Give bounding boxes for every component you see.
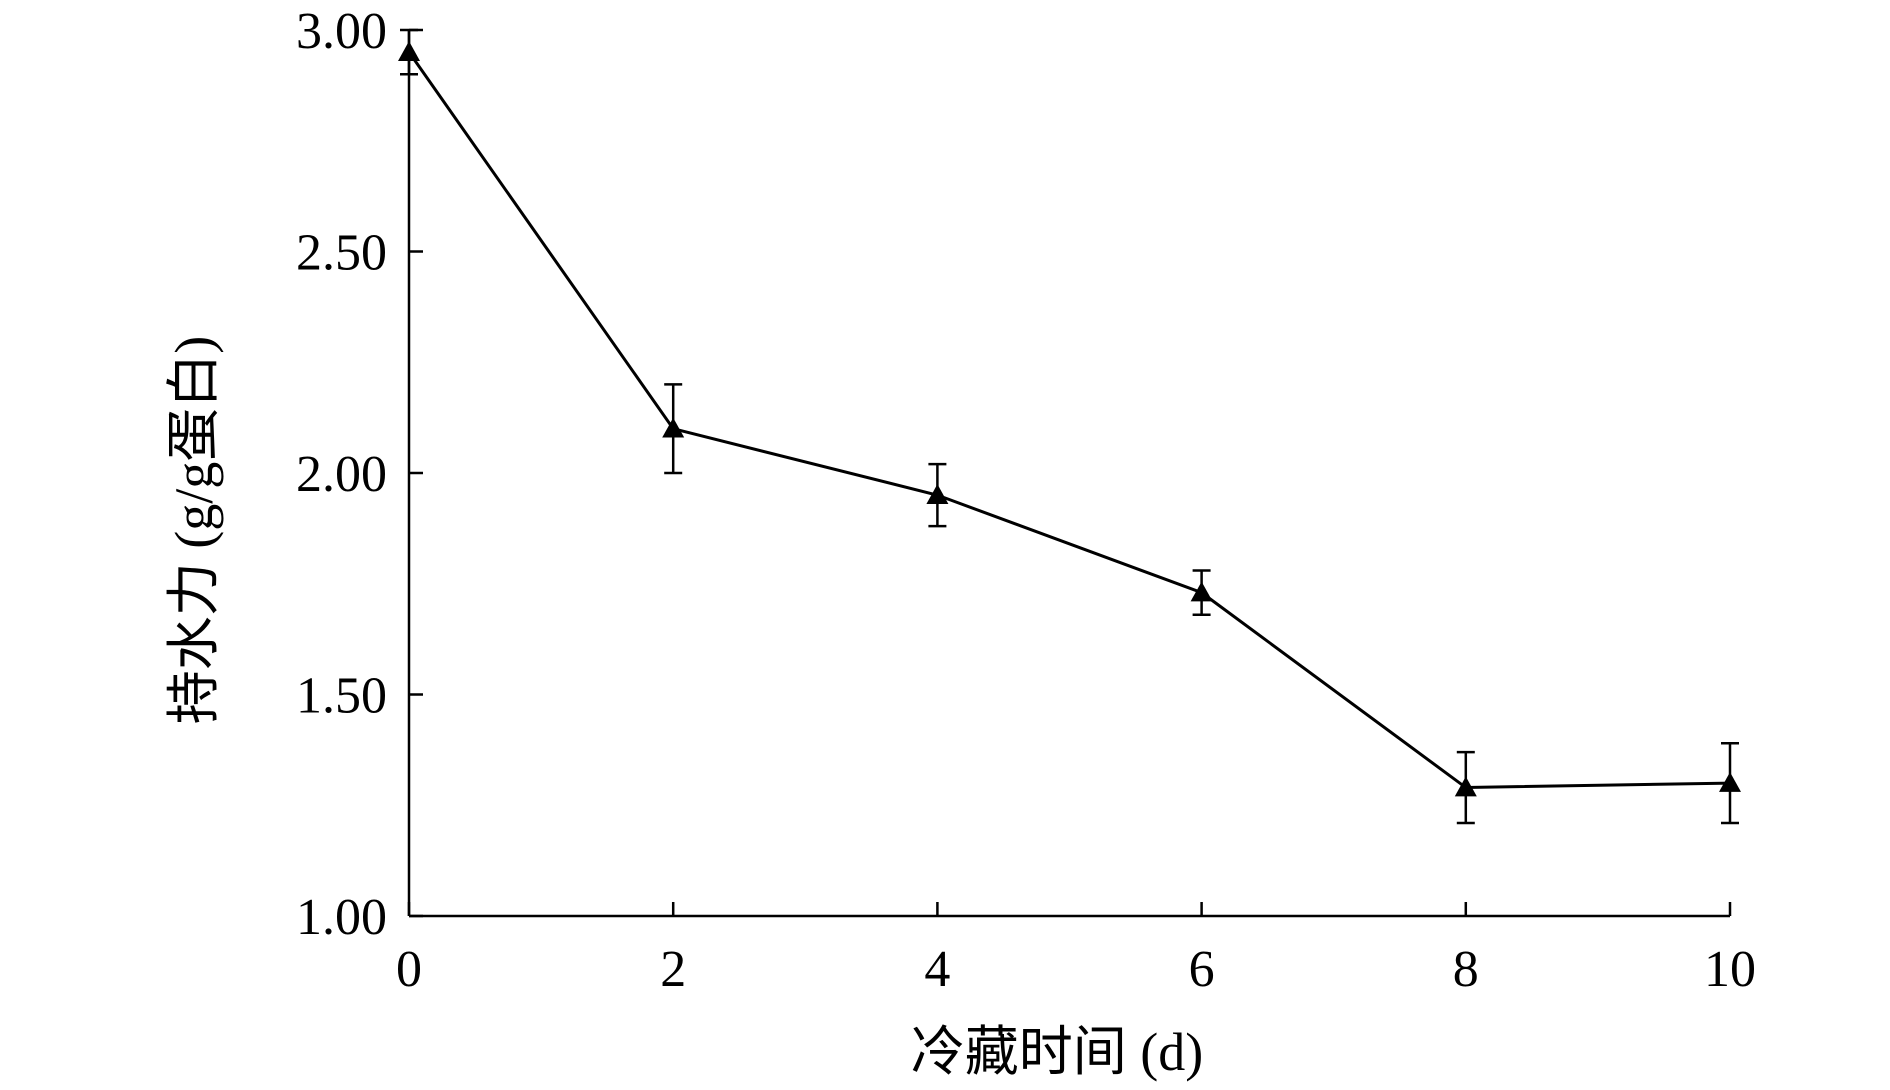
y-tick-label: 2.00 — [296, 446, 387, 503]
x-axis-title: 冷藏时间 (d) — [911, 1022, 1203, 1082]
y-tick-label: 1.50 — [296, 668, 387, 725]
series — [398, 28, 1741, 825]
y-tick-label: 1.00 — [296, 889, 387, 946]
ticks: 1.00 1.50 2.00 2.50 3.00 0 2 4 6 8 10 — [296, 3, 1756, 998]
x-tick-label: 4 — [924, 941, 950, 998]
axes — [407, 30, 1730, 918]
y-tick-label: 3.00 — [296, 3, 387, 60]
data-point-marker — [1190, 581, 1213, 602]
data-line — [407, 51, 1731, 790]
data-point-marker — [662, 417, 685, 438]
data-point-marker — [1719, 772, 1741, 792]
data-point-marker — [398, 41, 420, 61]
x-tick-label: 2 — [660, 941, 686, 998]
x-tick-label: 0 — [396, 941, 422, 998]
y-axis-title: 持水力 (g/g蛋白) — [164, 336, 224, 724]
x-tick-label: 8 — [1453, 941, 1479, 998]
y-tick-label: 2.50 — [296, 225, 387, 282]
x-tick-label: 10 — [1704, 941, 1756, 998]
data-point-marker — [1454, 776, 1477, 797]
x-tick-label: 6 — [1189, 941, 1215, 998]
data-point-marker — [926, 484, 949, 504]
